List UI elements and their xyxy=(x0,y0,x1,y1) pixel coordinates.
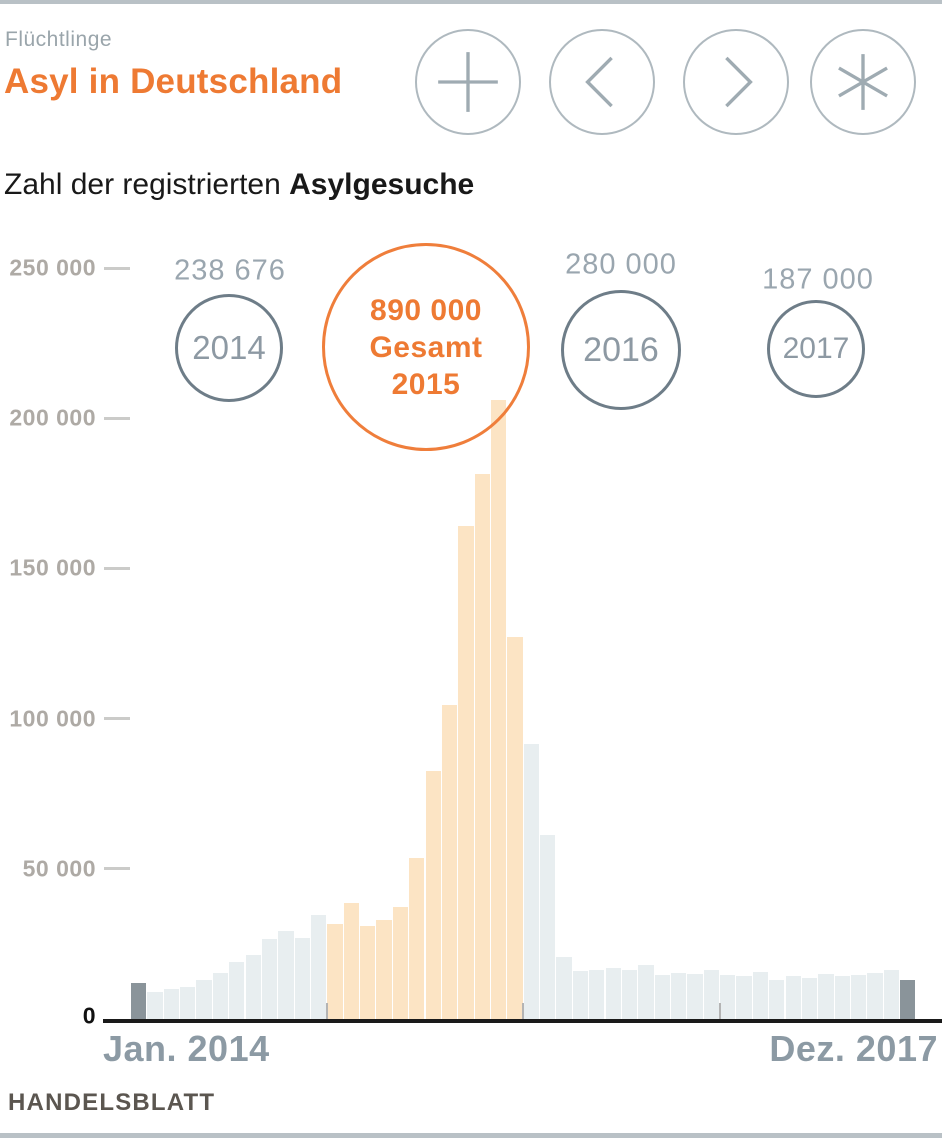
asterisk-icon xyxy=(838,54,888,110)
y-tick-label-50000: 50 000 xyxy=(22,855,96,882)
chart-bar xyxy=(507,636,523,1019)
chart-bar xyxy=(769,980,785,1019)
chart-subtitle-emphasis: Asylgesuche xyxy=(289,168,475,201)
y-tick-dash xyxy=(104,717,130,721)
chart-bar xyxy=(294,938,310,1019)
chart-subtitle-prefix: Zahl der registrierten xyxy=(4,168,290,201)
prev-button[interactable] xyxy=(549,29,655,135)
annotation-text-2015: 890 000 Gesamt 2015 xyxy=(369,293,483,401)
next-button[interactable] xyxy=(683,29,789,135)
x-axis-label-start: Jan. 2014 xyxy=(103,1028,270,1069)
chart-bar xyxy=(360,925,376,1019)
chevron-right-icon xyxy=(725,56,753,108)
chart-bar xyxy=(196,979,212,1019)
chart-bar xyxy=(720,975,736,1019)
chart-bar xyxy=(392,907,409,1019)
x-axis-label-end: Dez. 2017 xyxy=(769,1028,938,1069)
chart-bar xyxy=(278,930,294,1019)
y-tick-dash xyxy=(104,266,130,270)
chart-bar xyxy=(180,987,196,1019)
chart-bar xyxy=(687,973,703,1019)
chart-bar xyxy=(867,972,883,1019)
chart-bar xyxy=(638,964,654,1019)
chart-bar xyxy=(572,971,589,1019)
chart-bar xyxy=(671,973,687,1019)
y-tick-dash xyxy=(104,867,130,871)
chart-bar xyxy=(736,976,752,1019)
chart-bar xyxy=(131,983,147,1019)
chart-bar xyxy=(883,970,900,1019)
chart-bar xyxy=(491,400,507,1019)
chart-bar xyxy=(752,972,769,1019)
plus-button[interactable] xyxy=(415,29,521,135)
chevron-left-icon xyxy=(585,56,613,108)
chart-bar xyxy=(703,969,720,1019)
kicker: Flüchtlinge xyxy=(5,28,113,51)
bottom-divider xyxy=(0,1133,942,1138)
chart-bar xyxy=(343,902,360,1019)
chart-bar xyxy=(851,974,867,1019)
chart-bar xyxy=(818,973,834,1019)
chart-bar xyxy=(834,975,850,1019)
year-separator-tick xyxy=(522,1003,525,1019)
page-title: Asyl in Deutschland xyxy=(4,62,343,101)
chart-bar xyxy=(474,474,490,1019)
chart-bar xyxy=(212,973,229,1019)
chart-bar xyxy=(163,989,180,1019)
chart-bar xyxy=(245,955,261,1019)
y-tick-label-0: 0 xyxy=(82,1002,96,1029)
chart-bar xyxy=(261,939,278,1019)
annotation-year-2017: 2017 xyxy=(782,332,850,365)
chart-bar xyxy=(801,977,818,1019)
annotation-year-2016: 2016 xyxy=(583,330,659,369)
chart-bar xyxy=(147,991,163,1019)
chart-bar xyxy=(311,914,327,1019)
chart-bar xyxy=(654,975,670,1019)
annotation-circle-2014: 2014 xyxy=(175,294,283,402)
chart-bar xyxy=(605,968,621,1019)
chart-bar xyxy=(540,834,556,1019)
chart-bar xyxy=(523,743,540,1019)
asterisk-button[interactable] xyxy=(810,29,916,135)
annotation-total-2014: 238 676 xyxy=(174,254,286,287)
chart-bar xyxy=(441,705,458,1019)
annotation-circle-2015: 890 000 Gesamt 2015 xyxy=(322,243,530,451)
chart-bar xyxy=(556,957,572,1019)
chart-bar xyxy=(900,979,916,1019)
chart-bar xyxy=(458,526,474,1019)
chart-subtitle: Zahl der registrierten Asylgesuche xyxy=(4,168,474,202)
chart-bar xyxy=(621,970,638,1019)
year-separator-tick xyxy=(325,1003,328,1019)
y-tick-label-150000: 150 000 xyxy=(9,554,96,581)
annotation-year-2014: 2014 xyxy=(192,329,266,366)
annotation-circle-2016: 2016 xyxy=(561,290,681,410)
chart-bar xyxy=(409,857,425,1019)
plus-icon xyxy=(438,52,498,112)
chart-bar xyxy=(589,970,605,1019)
y-tick-label-200000: 200 000 xyxy=(9,404,96,431)
chart-bar xyxy=(229,961,245,1019)
chart-bar xyxy=(785,976,801,1019)
chart-bar xyxy=(425,770,441,1019)
annotation-total-2016: 280 000 xyxy=(565,248,677,281)
y-tick-dash xyxy=(104,416,130,420)
top-divider xyxy=(0,0,942,4)
source-brand: HANDELSBLATT xyxy=(8,1089,216,1116)
annotation-total-2017: 187 000 xyxy=(762,263,874,296)
y-tick-label-100000: 100 000 xyxy=(9,705,96,732)
year-separator-tick xyxy=(718,1003,721,1019)
chart-bar xyxy=(327,923,343,1019)
y-tick-label-250000: 250 000 xyxy=(9,254,96,281)
y-tick-dash xyxy=(104,566,130,570)
x-axis-line xyxy=(103,1019,942,1023)
annotation-circle-2017: 2017 xyxy=(767,300,865,398)
chart-bar xyxy=(376,919,392,1019)
